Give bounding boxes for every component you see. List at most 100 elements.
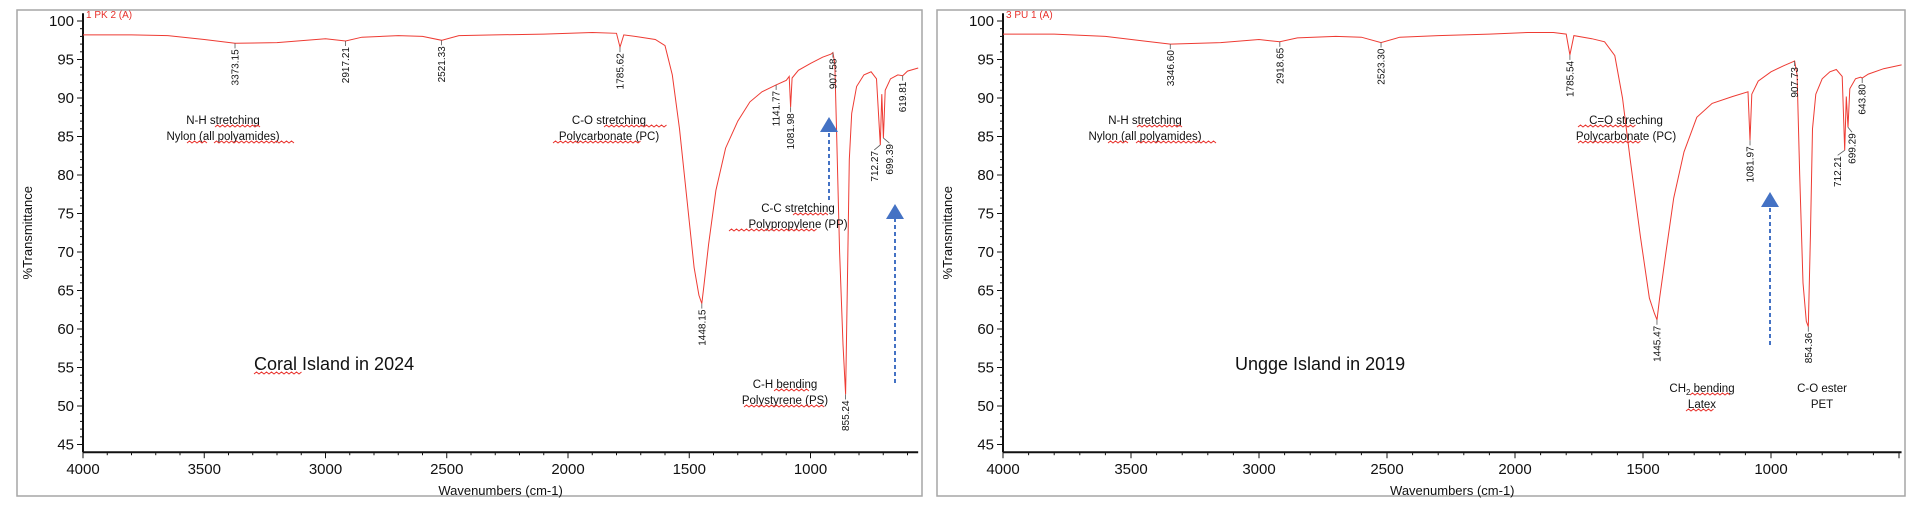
x-tick-label: 3000	[1242, 461, 1275, 478]
spellcheck-squiggle	[214, 124, 261, 128]
x-tick-label: 1000	[1754, 461, 1787, 478]
y-tick-label: 55	[977, 360, 994, 377]
annotation-nylon-mode: N-H stretching	[186, 115, 260, 127]
peak-label: 2523.30	[1377, 48, 1388, 85]
spellcheck-squiggle	[728, 228, 817, 232]
annotation-polycarbonate-polymer: Polycarbonate (PC)	[559, 131, 660, 143]
y-tick-label: 55	[57, 360, 74, 377]
y-tick-label: 85	[57, 129, 74, 146]
annotation-latex-mode: CH2 bending	[1669, 383, 1734, 397]
spellcheck-squiggle	[603, 124, 667, 128]
peak-label: 2917.21	[341, 47, 352, 84]
sample-label: 1 PK 2 (A)	[86, 10, 132, 21]
x-tick-label: 4000	[66, 461, 99, 478]
peak-label: 1785.62	[615, 53, 626, 90]
annotation-latex-polymer: Latex	[1688, 399, 1716, 411]
spellcheck-squiggle	[743, 404, 825, 408]
y-tick-label: 60	[57, 321, 74, 338]
spellcheck-squiggle	[552, 140, 641, 144]
y-tick-label: 100	[49, 13, 74, 30]
spellcheck-squiggle	[1685, 408, 1714, 412]
spellcheck-squiggle	[1107, 140, 1129, 144]
spellcheck-squiggle	[1577, 124, 1636, 128]
x-tick-label: 2000	[551, 461, 584, 478]
peak-label: 3373.15	[231, 49, 242, 86]
peak-label: 907.73	[1790, 67, 1801, 98]
peak-label: 2918.65	[1275, 47, 1286, 84]
x-tick-label: 2000	[1498, 461, 1531, 478]
chart-coral-island-2024: 100 95 90 85 80 75 70 65 60 55 50 45 4000 3500 3000 250…	[16, 9, 923, 498]
annotation-mode-text: bending	[1690, 383, 1734, 395]
x-tick-label: 4000	[986, 461, 1019, 478]
peak-label: 907.58	[828, 58, 839, 89]
y-tick-label: 65	[977, 283, 994, 300]
x-tick-label: 2500	[1370, 461, 1403, 478]
spectrum-line	[83, 31, 919, 395]
chart-ungge-island-2019: 100 95 90 85 80 75 70 65 60 55 50 45 4000 3500 3000 250…	[936, 9, 1906, 498]
peak-marker	[883, 137, 890, 144]
annotation-polystyrene-polymer: Polystyrene (PS)	[742, 395, 828, 407]
y-tick-label: 80	[57, 167, 74, 184]
annotation-subscript: 2	[1686, 388, 1691, 397]
spellcheck-squiggle	[253, 371, 302, 375]
spectrum-line	[1003, 32, 1902, 327]
annotation-polycarbonate-polymer: Polycarbonate (PC)	[1576, 131, 1677, 143]
spellcheck-squiggle	[1136, 124, 1183, 128]
x-tick-label: 3000	[309, 461, 342, 478]
chart-caption: Ungge Island in 2019	[1235, 354, 1405, 374]
x-tick-label: 1500	[1626, 461, 1659, 478]
y-tick-label: 85	[977, 129, 994, 146]
x-tick-label: 1500	[673, 461, 706, 478]
peak-marker	[874, 144, 881, 151]
y-tick-label: 60	[977, 321, 994, 338]
annotation-nylon-polymer: Nylon (all polyamides)	[166, 131, 279, 143]
y-axis-title: %Transmittance	[20, 186, 35, 279]
spellcheck-squiggle	[1135, 140, 1217, 144]
x-tick-label: 3500	[188, 461, 221, 478]
annotation-polypropylene-polymer: Polypropylene (PP)	[748, 219, 847, 231]
arrow-head-icon	[820, 117, 838, 132]
sample-label: 3 PU 1 (A)	[1006, 10, 1053, 21]
y-tick-label: 70	[977, 244, 994, 261]
annotation-pet-mode: C-O ester	[1797, 383, 1847, 395]
y-tick-label: 95	[57, 52, 74, 69]
annotation-nylon-mode: N-H stretching	[1108, 115, 1182, 127]
y-tick-label: 50	[57, 398, 74, 415]
peak-marker	[1847, 127, 1853, 133]
x-axis-title: Wavenumbers (cm-1)	[438, 483, 562, 498]
peak-label: 854.36	[1804, 332, 1815, 363]
spellcheck-squiggle	[792, 212, 829, 216]
y-tick-label: 90	[977, 90, 994, 107]
y-tick-label: 80	[977, 167, 994, 184]
annotation-pet-polymer: PET	[1811, 399, 1833, 411]
x-tick-label: 3500	[1114, 461, 1147, 478]
peak-label: 643.80	[1858, 84, 1869, 115]
peak-label: 1445.47	[1652, 325, 1663, 362]
annotation-ch-text: CH	[1669, 383, 1686, 395]
peak-label: 1141.77	[772, 90, 783, 126]
peak-label: 619.81	[898, 81, 909, 112]
y-tick-label: 50	[977, 398, 994, 415]
peak-label: 712.21	[1833, 156, 1844, 187]
peak-label: 2521.33	[437, 46, 448, 83]
peak-label: 712.27	[870, 151, 881, 182]
spellcheck-squiggle	[1577, 140, 1641, 144]
chart-frame	[16, 9, 923, 497]
arrow-head-icon	[1761, 192, 1779, 207]
y-axis-title: %Transmittance	[940, 186, 955, 279]
peak-label: 1081.97	[1746, 146, 1757, 183]
x-tick-label: 1000	[794, 461, 827, 478]
spellcheck-squiggle	[1689, 392, 1731, 396]
peak-label: 3346.60	[1166, 50, 1177, 87]
y-tick-label: 65	[57, 283, 74, 300]
annotation-polystyrene-mode: C-H bending	[753, 379, 818, 391]
y-tick-label: 70	[57, 244, 74, 261]
spellcheck-squiggle	[213, 140, 295, 144]
peak-marker	[1837, 150, 1845, 156]
y-tick-label: 100	[969, 13, 994, 30]
annotation-nylon-polymer: Nylon (all polyamides)	[1088, 131, 1201, 143]
y-tick-label: 95	[977, 52, 994, 69]
x-tick-label: 2500	[430, 461, 463, 478]
y-tick-label: 45	[977, 437, 994, 454]
peak-label: 699.29	[1847, 133, 1858, 164]
